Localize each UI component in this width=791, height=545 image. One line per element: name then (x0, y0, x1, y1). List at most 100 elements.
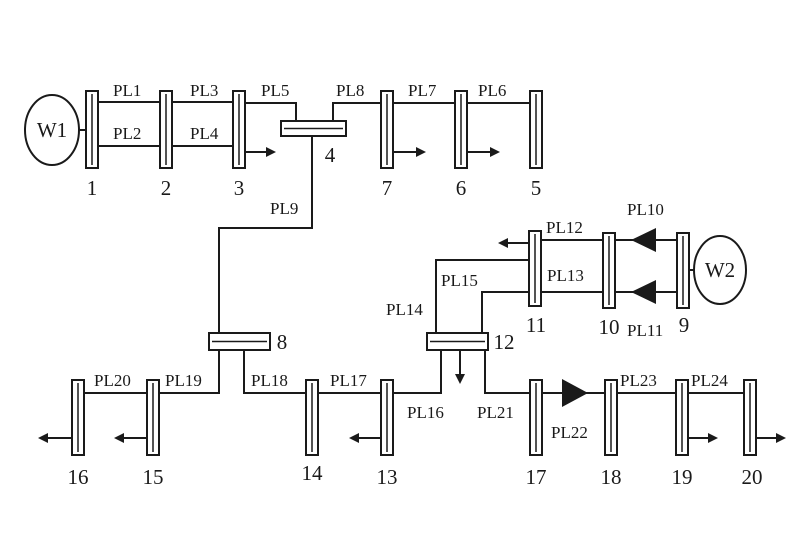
line-pl21 (484, 350, 530, 394)
bus-7-label: 7 (382, 176, 393, 200)
line-pl14 (435, 259, 529, 333)
pl10-label: PL10 (627, 200, 664, 219)
bus-1-label: 1 (87, 176, 98, 200)
line-pl19 (159, 350, 220, 394)
bus-5-label: 5 (531, 176, 542, 200)
load-arrow-bus15-icon (114, 433, 147, 443)
bus-5 (529, 90, 543, 169)
bus-12 (426, 332, 489, 351)
load-arrow-bus19-icon (688, 433, 718, 443)
line-pl5 (245, 102, 297, 121)
bus-19 (675, 379, 689, 456)
pl21-label: PL21 (477, 403, 514, 422)
line-pl18 (243, 350, 306, 394)
pl11-label: PL11 (627, 321, 663, 340)
line-pl9 (218, 136, 313, 333)
bus-20 (743, 379, 757, 456)
generator-w2-icon (693, 235, 747, 305)
line-pl15 (481, 291, 529, 333)
bus-8-label: 8 (277, 330, 288, 354)
pl17-label: PL17 (330, 371, 367, 390)
transformer-pl10-icon (631, 228, 656, 252)
pl2-label: PL2 (113, 124, 141, 143)
pl15-label: PL15 (441, 271, 478, 290)
transformer-pl22-icon (562, 379, 588, 407)
transformer-pl11-icon (631, 280, 656, 304)
generator-w2-label: W2 (705, 258, 735, 282)
generator-w2: W2 (693, 235, 747, 305)
bus-11 (528, 230, 542, 307)
pl8-label: PL8 (336, 81, 364, 100)
pl24-label: PL24 (691, 371, 728, 390)
generator-w1: W1 (24, 94, 80, 166)
load-arrow-bus20-icon (756, 433, 786, 443)
pl16-label: PL16 (407, 403, 444, 422)
pl1-label: PL1 (113, 81, 141, 100)
pl18-label: PL18 (251, 371, 288, 390)
bus-3-label: 3 (234, 176, 245, 200)
load-arrow-bus11-icon (498, 238, 529, 248)
line-labels: PL1 PL2 PL3 PL4 PL5 PL6 PL7 PL8 PL9 PL10… (94, 81, 728, 442)
bus-13-label: 13 (377, 465, 398, 489)
generator-w1-label: W1 (37, 118, 67, 142)
bus-16-label: 16 (68, 465, 89, 489)
bus-10 (602, 232, 616, 309)
pl20-label: PL20 (94, 371, 131, 390)
bus-18-label: 18 (601, 465, 622, 489)
bus-14 (305, 379, 319, 456)
pl12-label: PL12 (546, 218, 583, 237)
pl9-label: PL9 (270, 199, 298, 218)
bus-18 (604, 379, 618, 456)
bus-8 (208, 332, 271, 351)
pl14-label: PL14 (386, 300, 423, 319)
transformers (562, 228, 656, 407)
load-arrow-bus3-icon (245, 147, 276, 157)
bus-2 (159, 90, 173, 169)
load-arrow-bus16-icon (38, 433, 72, 443)
line-pl16 (393, 350, 442, 394)
pl22-label: PL22 (551, 423, 588, 442)
bus-16 (71, 379, 85, 456)
bus-19-label: 19 (672, 465, 693, 489)
bus-3 (232, 90, 246, 169)
pl19-label: PL19 (165, 371, 202, 390)
bus-11-label: 11 (526, 313, 546, 337)
bus-9 (676, 232, 690, 309)
load-arrow-bus12-icon (455, 350, 465, 384)
bus-6-label: 6 (456, 176, 467, 200)
bus-number-labels: 1 2 3 4 5 6 7 8 9 10 11 12 13 14 15 16 1… (68, 143, 763, 489)
bus-2-label: 2 (161, 176, 172, 200)
load-arrows (38, 147, 786, 443)
line-pl8 (332, 102, 381, 121)
bus-13 (380, 379, 394, 456)
buses-horizontal (208, 120, 489, 351)
load-arrow-bus6-icon (467, 147, 500, 157)
bus-12-label: 12 (494, 330, 515, 354)
bus-17 (529, 379, 543, 456)
bus-17-label: 17 (526, 465, 547, 489)
pl5-label: PL5 (261, 81, 289, 100)
buses-vertical (71, 90, 757, 456)
pl6-label: PL6 (478, 81, 506, 100)
load-arrow-bus13-icon (349, 433, 381, 443)
bus-14-label: 14 (302, 461, 324, 485)
pl4-label: PL4 (190, 124, 219, 143)
connection-lines (79, 101, 744, 394)
pl7-label: PL7 (408, 81, 437, 100)
bus-9-label: 9 (679, 313, 690, 337)
bus-15-label: 15 (143, 465, 164, 489)
bus-6 (454, 90, 468, 169)
bus-4-label: 4 (325, 143, 336, 167)
load-arrow-bus7-icon (393, 147, 426, 157)
bus-1 (85, 90, 99, 169)
generator-w1-icon (24, 94, 80, 166)
bus-7 (380, 90, 394, 169)
pl3-label: PL3 (190, 81, 218, 100)
bus-20-label: 20 (742, 465, 763, 489)
pl13-label: PL13 (547, 266, 584, 285)
pl23-label: PL23 (620, 371, 657, 390)
bus-4 (280, 120, 347, 137)
bus-15 (146, 379, 160, 456)
bus-10-label: 10 (599, 315, 620, 339)
